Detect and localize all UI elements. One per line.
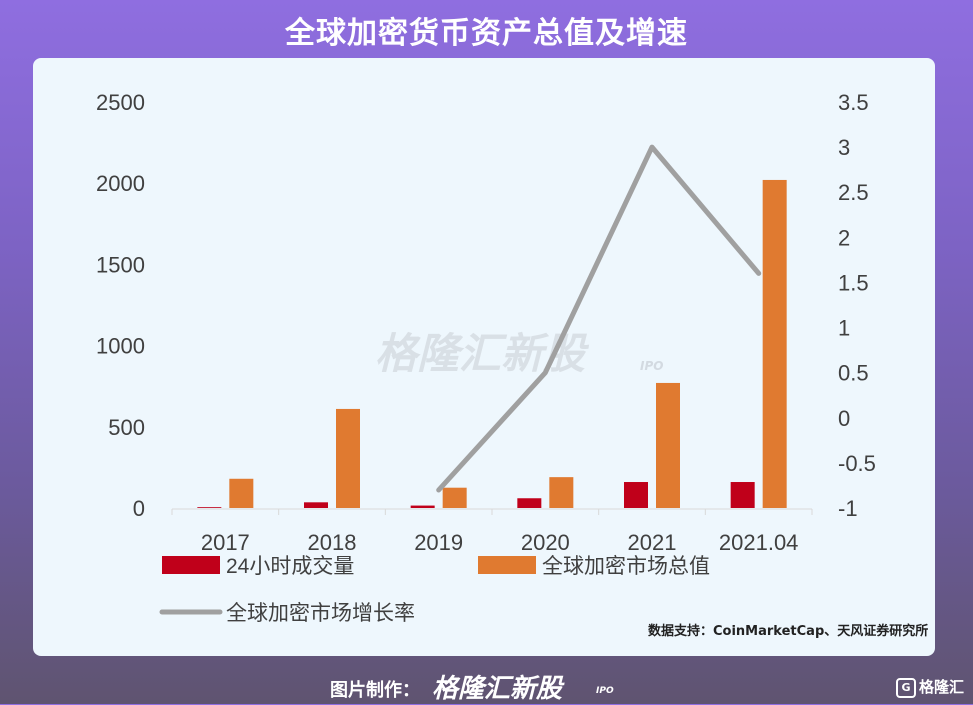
- right-tick-label: 1: [838, 316, 850, 341]
- source-note: 数据支持：CoinMarketCap、天风证券研究所: [648, 624, 929, 639]
- footer-brand: 格隆汇新股: [432, 674, 563, 704]
- right-tick-label: -1: [838, 496, 858, 521]
- right-tick-label: 1.5: [838, 270, 869, 295]
- legend-swatch-volume: [162, 556, 220, 574]
- watermark-text: 格隆汇新股: [375, 329, 590, 378]
- right-tick-label: -0.5: [838, 451, 876, 476]
- left-tick-label: 2500: [96, 90, 145, 115]
- chart-title: 全球加密货币资产总值及增速: [285, 16, 688, 51]
- bar-market-cap: [229, 478, 254, 508]
- bar-market-cap: [762, 179, 787, 508]
- right-tick-label: 0.5: [838, 361, 869, 386]
- bar-volume: [730, 482, 755, 508]
- bar-market-cap: [549, 477, 574, 508]
- left-tick-label: 0: [133, 496, 145, 521]
- bar-volume: [410, 505, 435, 508]
- footer-ipo: IPO: [596, 686, 614, 696]
- x-tick-label: 2018: [308, 530, 357, 555]
- bar-market-cap: [442, 487, 467, 508]
- legend-swatch-market-cap: [478, 556, 536, 574]
- legend-label-growth: 全球加密市场增长率: [226, 602, 415, 625]
- right-tick-label: 3: [838, 135, 850, 160]
- bar-volume: [624, 482, 648, 508]
- left-tick-label: 2000: [96, 171, 145, 196]
- x-tick-label: 2020: [521, 530, 570, 555]
- x-tick-label: 2021: [628, 530, 677, 555]
- bar-market-cap: [656, 382, 680, 508]
- bar-volume: [517, 498, 542, 508]
- corner-logo: G 格隆汇: [896, 676, 964, 698]
- left-tick-label: 500: [108, 415, 145, 440]
- left-tick-label: 1500: [96, 252, 145, 277]
- legend-label-volume: 24小时成交量: [226, 555, 354, 578]
- right-tick-label: 2.5: [838, 180, 869, 205]
- logo-icon: G: [896, 677, 916, 698]
- bar-market-cap: [336, 408, 360, 508]
- right-tick-label: 0: [838, 406, 850, 431]
- right-tick-label: 2: [838, 225, 850, 250]
- footer-label: 图片制作：: [330, 680, 420, 701]
- x-tick-label: 2017: [201, 530, 250, 555]
- growth-line: [436, 144, 762, 493]
- x-tick-label: 2019: [414, 530, 463, 555]
- watermark-suffix: IPO: [640, 359, 663, 373]
- corner-logo-text: 格隆汇: [919, 678, 965, 696]
- legend-label-market-cap: 全球加密市场总值: [542, 555, 710, 578]
- bar-volume: [304, 502, 328, 508]
- bar-volume: [197, 507, 222, 508]
- x-tick-label: 2021.04: [719, 530, 799, 555]
- left-tick-label: 1000: [96, 334, 145, 359]
- right-tick-label: 3.5: [838, 90, 869, 115]
